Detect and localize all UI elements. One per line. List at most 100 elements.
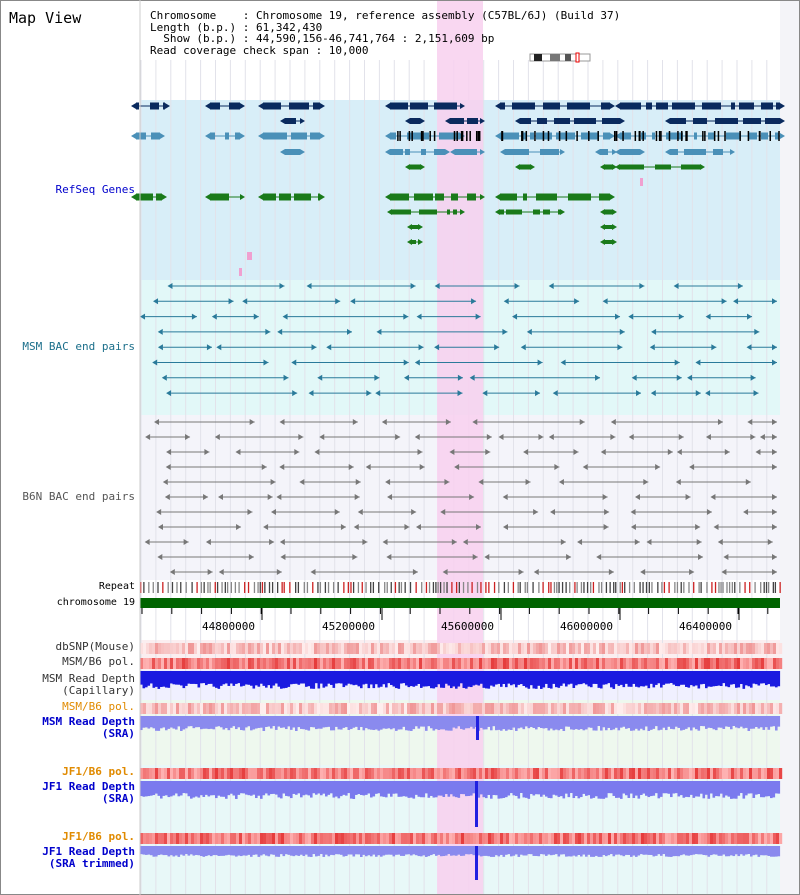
jf1-b6-pol-strip	[197, 768, 201, 779]
msm-depth-sra-bar	[362, 716, 366, 731]
jf1-depth-sra-bar	[182, 781, 186, 794]
jf1-b6-pol-strip-2	[179, 833, 183, 844]
jf1-depth-trimmed-bar	[482, 846, 486, 856]
dbsnp-strip	[551, 643, 555, 654]
msm-b6-pol-strip	[593, 658, 597, 669]
jf1-depth-trimmed-bar	[640, 846, 643, 855]
msm-depth-capillary-bar	[732, 671, 736, 685]
jf1-b6-pol-strip	[767, 768, 771, 779]
dbsnp-strip	[569, 643, 573, 654]
jf1-depth-trimmed-bar	[655, 846, 658, 856]
jf1-b6-pol-strip	[143, 768, 147, 779]
jf1-b6-pol-strip-2	[770, 833, 774, 844]
msm-depth-capillary-bar	[460, 671, 463, 684]
msm-b6-pol-strip	[419, 658, 423, 669]
msm-depth-sra-bar	[670, 716, 673, 729]
jf1-depth-trimmed-bar	[390, 846, 393, 855]
msm-b6-pol-strip-2	[494, 703, 498, 714]
msm-b6-pol-strip-2	[764, 703, 768, 714]
gene-exon	[731, 102, 735, 110]
msm-b6-pol-strip-2	[728, 703, 732, 714]
msm-depth-capillary-bar	[487, 671, 491, 689]
jf1-depth-trimmed-bar	[175, 846, 178, 856]
dbsnp-strip	[290, 643, 294, 654]
jf1-depth-sra-bar	[287, 781, 291, 797]
msm-depth-sra-bar	[385, 716, 388, 729]
repeat-mark	[760, 582, 762, 593]
dbsnp-strip	[587, 643, 591, 654]
b6n-bac-pair-end	[485, 449, 491, 455]
gene-exon	[263, 102, 281, 110]
jf1-depth-trimmed-bar	[152, 846, 156, 857]
jf1-depth-sra-bar	[310, 781, 313, 798]
msm-depth-sra-bar	[640, 716, 643, 729]
jf1-b6-pol-strip	[263, 768, 267, 779]
msm-b6-pol-strip-2	[230, 703, 234, 714]
jf1-b6-pol-strip-2	[305, 833, 309, 844]
msm-bac-pair-end	[548, 283, 554, 289]
msm-depth-sra-bar	[555, 716, 558, 730]
msm-b6-pol-strip-2	[689, 703, 693, 714]
jf1-b6-pol-strip-2	[623, 833, 627, 844]
repeat-mark	[731, 582, 734, 593]
jf1-depth-sra-bar	[257, 781, 261, 796]
msm-depth-sra-bar	[562, 716, 566, 731]
jf1-b6-pol-strip-2	[143, 833, 147, 844]
jf1-depth-trimmed-bar	[147, 846, 151, 855]
msm-depth-capillary-bar	[445, 671, 448, 684]
jf1-b6-pol-strip	[275, 768, 279, 779]
msm-b6-pol-strip	[509, 658, 513, 669]
jf1-depth-trimmed-bar	[262, 846, 266, 855]
msm-b6-pol-strip-2	[566, 703, 570, 714]
track-label-b6n-bac[interactable]: B6N BAC end pairs	[22, 490, 135, 503]
b6n-bac-pair-end	[183, 539, 189, 545]
msm-bac-pair-end	[242, 298, 248, 305]
b6n-bac-pair-end	[144, 539, 150, 545]
msm-b6-pol-strip	[743, 658, 747, 669]
b6n-bac-pair-end	[498, 434, 504, 440]
b6n-bac-pair-end	[689, 464, 695, 470]
jf1-depth-sra-bar	[507, 781, 511, 796]
repeat-mark	[281, 582, 283, 593]
b6n-bac-pair-end	[395, 434, 401, 440]
jf1-depth-sra-bar	[365, 781, 368, 795]
jf1-depth-trimmed-bar	[310, 846, 313, 857]
msm-depth-sra-bar	[182, 716, 186, 730]
jf1-depth-trimmed-bar	[155, 846, 158, 857]
track-label-refseq[interactable]: RefSeq Genes	[55, 183, 135, 196]
b6n-bac-pair-end	[695, 524, 701, 530]
track-label-msm-bac[interactable]: MSM BAC end pairs	[22, 340, 135, 353]
dbsnp-strip	[719, 643, 723, 654]
jf1-depth-trimmed-bar	[230, 846, 233, 856]
dbsnp-strip	[407, 643, 411, 654]
jf1-b6-pol-strip-2	[506, 833, 510, 844]
msm-b6-pol-strip	[311, 658, 315, 669]
jf1-depth-trimmed-bar	[217, 846, 221, 856]
gene-exon	[761, 102, 773, 110]
msm-b6-pol-strip	[185, 658, 189, 669]
jf1-b6-pol-strip-2	[434, 833, 438, 844]
jf1-b6-pol-strip	[755, 768, 759, 779]
msm-b6-pol-strip-2	[161, 703, 165, 714]
jf1-b6-pol-strip	[368, 768, 372, 779]
msm-bac-pair-end	[673, 283, 679, 289]
repeat-mark	[337, 582, 339, 593]
strand-arrow	[320, 103, 325, 109]
strand-arrow	[640, 149, 645, 155]
jf1-b6-pol-strip-2	[632, 833, 636, 844]
jf1-b6-pol-strip	[629, 768, 633, 779]
dbsnp-strip	[500, 643, 504, 654]
strand-arrow	[600, 209, 605, 215]
jf1-b6-pol-strip-2	[683, 833, 687, 844]
jf1-b6-pol-strip-2	[458, 833, 462, 844]
chromosome-bar	[140, 598, 780, 608]
gene-exon	[210, 193, 229, 201]
jf1-b6-pol-strip-2	[410, 833, 414, 844]
msm-b6-pol-strip-2	[668, 703, 672, 714]
b6n-bac-pair-end	[353, 524, 359, 530]
jf1-b6-pol-strip-2	[572, 833, 576, 844]
msm-b6-pol-strip	[497, 658, 501, 669]
dbsnp-strip	[248, 643, 252, 654]
msm-depth-sra-bar	[485, 716, 488, 730]
